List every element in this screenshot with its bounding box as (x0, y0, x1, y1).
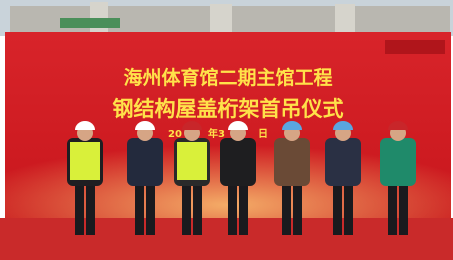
torso (127, 138, 163, 186)
torso (380, 138, 416, 186)
pillar (210, 4, 232, 32)
leg (282, 180, 291, 235)
page: 海州体育馆二期主馆工程 钢结构屋盖桁架首吊仪式 20 年3 日 (() => {… (0, 0, 453, 260)
leg (228, 180, 237, 235)
banner-subtitle: 钢结构屋盖桁架首吊仪式 (113, 97, 344, 121)
vest (70, 142, 100, 180)
torso (220, 138, 256, 186)
leg (344, 180, 353, 235)
leg (135, 180, 144, 235)
sign (60, 18, 120, 28)
leg (293, 180, 302, 235)
photo: 海州体育馆二期主馆工程 钢结构屋盖桁架首吊仪式 20 年3 日 (0, 0, 453, 260)
leg (146, 180, 155, 235)
leg (388, 180, 397, 235)
banner-date: 日 (258, 128, 268, 140)
carpet (0, 218, 453, 260)
torso (274, 138, 310, 186)
leg (182, 180, 191, 235)
leg (239, 180, 248, 235)
banner-date: 年3 (208, 127, 225, 140)
logo (385, 40, 445, 54)
leg (75, 180, 84, 235)
leg (86, 180, 95, 235)
leg (193, 180, 202, 235)
pillar (335, 4, 355, 32)
torso (325, 138, 361, 186)
vest (177, 142, 207, 180)
leg (333, 180, 342, 235)
leg (399, 180, 408, 235)
banner-title: 海州体育馆二期主馆工程 (123, 66, 332, 89)
